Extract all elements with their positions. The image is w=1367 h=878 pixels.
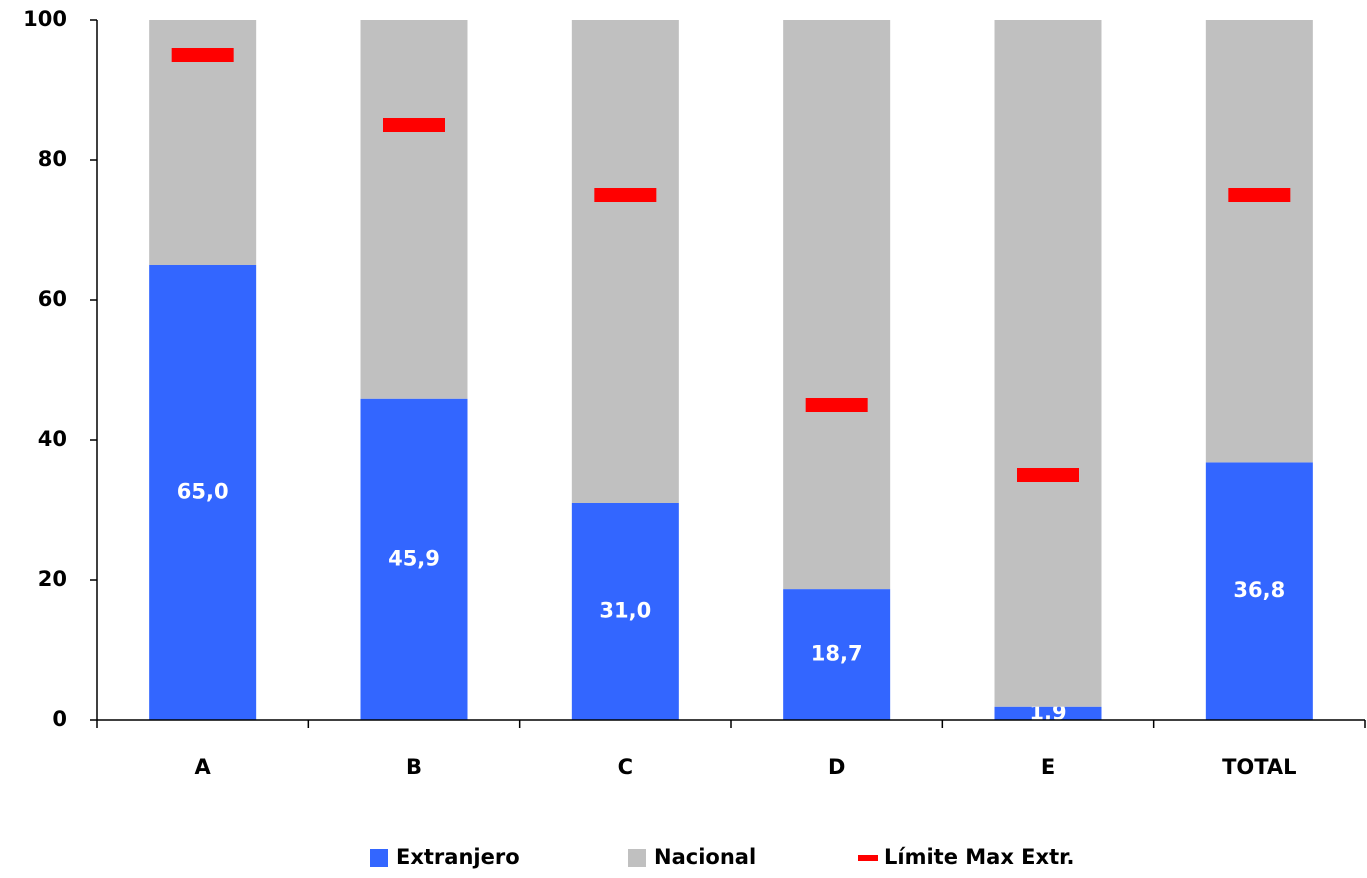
limit-marker	[171, 48, 234, 62]
legend-swatch	[858, 855, 878, 861]
bar	[360, 20, 468, 399]
x-tick-label: A	[195, 755, 212, 779]
limit-marker	[383, 118, 445, 132]
legend-label: Límite Max Extr.	[884, 845, 1074, 869]
legend-label: Extranjero	[396, 845, 520, 869]
y-tick-label: 0	[52, 707, 67, 731]
value-label: 31,0	[599, 599, 651, 623]
legend-label: Nacional	[654, 845, 756, 869]
y-tick-label: 60	[38, 287, 67, 311]
legend-swatch	[370, 849, 388, 867]
legend-swatch	[628, 849, 646, 867]
bar	[149, 265, 257, 720]
x-tick-label: D	[828, 755, 845, 779]
x-tick-label: C	[618, 755, 633, 779]
value-label: 36,8	[1233, 578, 1285, 602]
bar	[360, 398, 468, 720]
x-tick-label: TOTAL	[1222, 755, 1297, 779]
bar	[783, 20, 891, 590]
y-tick-label: 20	[38, 567, 67, 591]
bar	[571, 503, 679, 720]
bar	[994, 706, 1102, 720]
limit-marker	[1017, 468, 1079, 482]
bar	[1205, 462, 1313, 720]
bar	[783, 589, 891, 720]
x-tick-label: B	[406, 755, 422, 779]
limit-marker	[805, 398, 868, 412]
bar	[571, 20, 679, 503]
limit-marker	[1228, 188, 1291, 202]
x-tick-label: E	[1041, 755, 1055, 779]
y-tick-label: 80	[38, 147, 67, 171]
y-tick-label: 40	[38, 427, 67, 451]
limit-marker	[594, 188, 657, 202]
y-tick-label: 100	[23, 7, 67, 31]
bar	[994, 20, 1102, 707]
value-label: 45,9	[388, 546, 440, 570]
value-label: 18,7	[811, 642, 863, 666]
value-label: 65,0	[177, 480, 229, 504]
bar	[1205, 20, 1313, 463]
